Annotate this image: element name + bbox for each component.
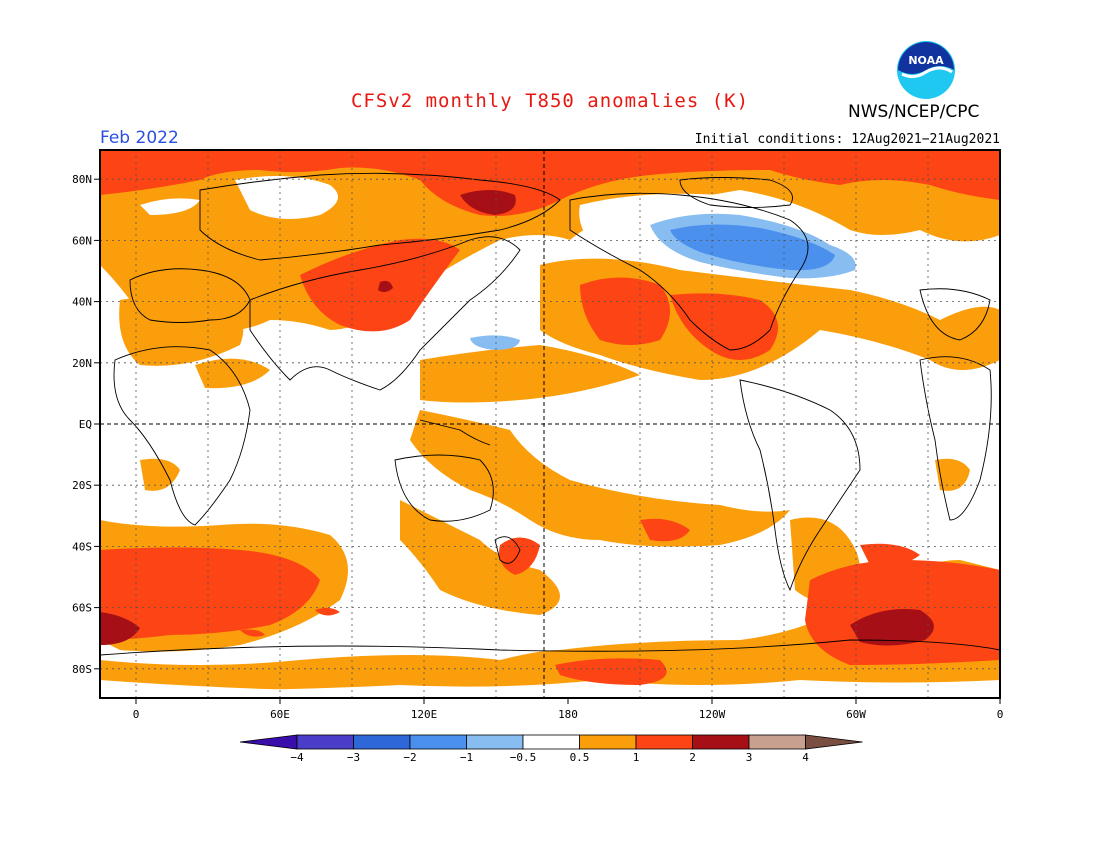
noaa-logo: NOAA	[896, 40, 956, 104]
agency-label: NWS/NCEP/CPC	[848, 102, 980, 122]
lat-label: 40N	[72, 296, 92, 309]
colorbar-label: −3	[347, 751, 360, 764]
lon-label: 60W	[846, 708, 866, 721]
coastlines	[100, 172, 1000, 656]
colorbar-segment	[635, 734, 693, 750]
longitude-labels: 0 60E 120E 180 120W 60W 0	[133, 698, 1004, 721]
lon-label: 180	[558, 708, 578, 721]
lat-label: 80S	[72, 663, 92, 676]
colorbar: −4 −3 −2 −1 −0.5 0.5 1 2 3 4	[239, 734, 863, 764]
latitude-labels: 80N 60N 40N 20N EQ 20S 40S 60S 80S	[72, 173, 100, 676]
colorbar-segment	[296, 734, 354, 750]
colorbar-label: −4	[290, 751, 304, 764]
lat-label: 40S	[72, 540, 92, 553]
colorbar-label: −2	[403, 751, 416, 764]
colorbar-segment	[522, 734, 580, 750]
colorbar-segment	[579, 734, 637, 750]
colorbar-segment	[409, 734, 467, 750]
colorbar-label: 3	[746, 751, 753, 764]
lat-label: 20S	[72, 479, 92, 492]
gridlines	[100, 150, 1000, 698]
colorbar-label: 1	[633, 751, 640, 764]
colorbar-label: 2	[689, 751, 696, 764]
lon-label: 0	[133, 708, 140, 721]
colorbar-segment	[466, 734, 524, 750]
colorbar-segment	[353, 734, 411, 750]
colorbar-high-extend	[805, 734, 863, 750]
lat-label: 60N	[72, 234, 92, 247]
anomaly-field	[100, 150, 1000, 698]
forecast-month: Feb 2022	[100, 128, 179, 148]
colorbar-label: −1	[460, 751, 473, 764]
colorbar-label: −0.5	[510, 751, 537, 764]
chart-title: CFSv2 monthly T850 anomalies (K)	[350, 90, 750, 112]
lon-label: 0	[997, 708, 1004, 721]
lon-label: 120W	[699, 708, 726, 721]
lat-label: 60S	[72, 602, 92, 615]
colorbar-label: 0.5	[570, 751, 590, 764]
lat-label: 20N	[72, 357, 92, 370]
colorbar-low-extend	[239, 734, 298, 750]
lat-label: 80N	[72, 173, 92, 186]
lat-label: EQ	[79, 418, 92, 431]
colorbar-segment	[748, 734, 806, 750]
anomaly-2-3-regions	[100, 190, 934, 646]
lon-label: 120E	[411, 708, 438, 721]
initial-conditions: Initial conditions: 12Aug2021−21Aug2021	[694, 132, 1000, 147]
colorbar-segment	[692, 734, 750, 750]
noaa-logo-text: NOAA	[908, 54, 944, 67]
colorbar-label: 4	[802, 751, 809, 764]
lon-label: 60E	[270, 708, 290, 721]
